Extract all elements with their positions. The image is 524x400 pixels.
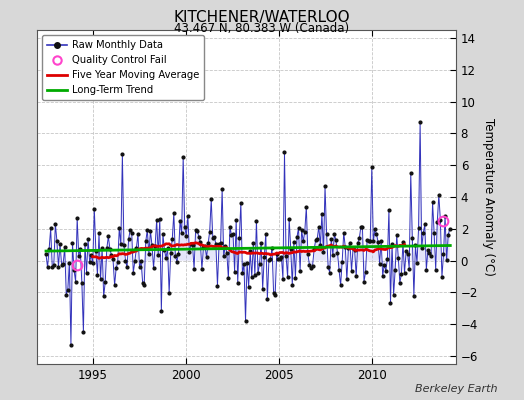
Text: 43.467 N, 80.383 W (Canada): 43.467 N, 80.383 W (Canada) [174,22,350,35]
Legend: Raw Monthly Data, Quality Control Fail, Five Year Moving Average, Long-Term Tren: Raw Monthly Data, Quality Control Fail, … [42,35,204,100]
Y-axis label: Temperature Anomaly (°C): Temperature Anomaly (°C) [482,118,495,276]
Text: KITCHENER/WATERLOO: KITCHENER/WATERLOO [173,10,351,25]
Text: Berkeley Earth: Berkeley Earth [416,384,498,394]
